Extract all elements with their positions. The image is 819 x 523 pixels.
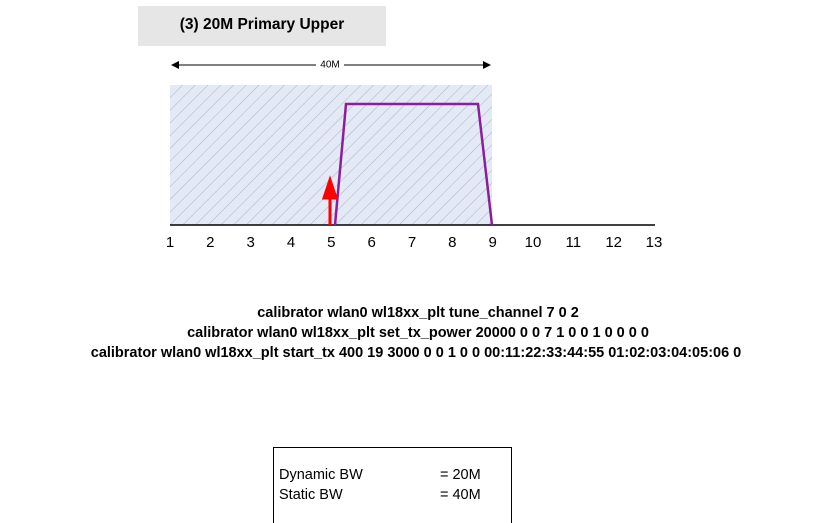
axis-label: 4 (287, 234, 295, 251)
axis-label: 8 (448, 234, 456, 251)
axis-label: 7 (408, 234, 416, 251)
command: calibrator wlan0 wl18xx_plt set_tx_power… (187, 325, 649, 341)
axis-label: 11 (566, 234, 582, 251)
title-box (138, 6, 386, 46)
command: calibrator wlan0 wl18xx_plt start_tx 400… (91, 345, 742, 361)
axis-label: 9 (488, 234, 496, 251)
axis-label: 12 (605, 234, 622, 251)
axis-label: 13 (646, 234, 663, 251)
axis-labels: 1 2 3 4 5 6 7 8 9 10 11 12 13 (166, 234, 663, 251)
axis-label: 10 (525, 234, 542, 251)
span-label: 40M (320, 60, 339, 71)
info-value: = 20M (440, 467, 481, 483)
title: (3) 20M Primary Upper (180, 16, 345, 33)
primary-marker (321, 175, 339, 225)
info-key: Dynamic BW (279, 467, 363, 483)
axis-label: 2 (206, 234, 214, 251)
axis-label: 1 (166, 234, 174, 251)
info-key: Static BW (279, 487, 343, 503)
axis-label: 3 (246, 234, 254, 251)
spectrum-mask (333, 102, 494, 226)
span-label-bg (316, 58, 344, 72)
command: calibrator wlan0 wl18xx_plt tune_channel… (257, 305, 579, 321)
info-value: = 40M (440, 487, 481, 503)
axis-label: 5 (327, 234, 335, 251)
axis-label: 6 (367, 234, 375, 251)
info-box (273, 447, 512, 523)
